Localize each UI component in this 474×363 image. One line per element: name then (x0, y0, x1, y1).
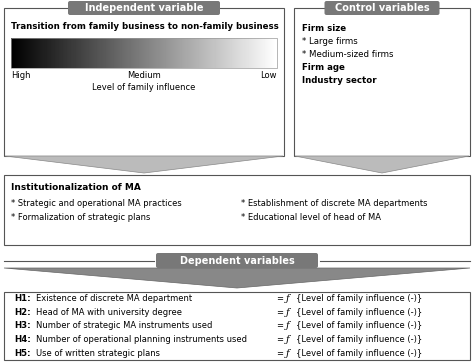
Text: H2:: H2: (14, 308, 31, 317)
Text: H1:: H1: (14, 294, 31, 303)
Text: =: = (276, 349, 283, 358)
Text: * Educational level of head of MA: * Educational level of head of MA (241, 213, 381, 222)
Text: Level of family influence: Level of family influence (92, 82, 196, 91)
Bar (4, 175, 470, 245)
FancyBboxPatch shape (325, 1, 439, 15)
Bar (4, 292, 470, 360)
Text: H3:: H3: (14, 322, 31, 330)
Text: * Medium-sized firms: * Medium-sized firms (302, 50, 393, 59)
Text: * Large firms: * Large firms (302, 37, 358, 46)
Text: {Level of family influence (-)}: {Level of family influence (-)} (296, 335, 422, 344)
Text: * Formalization of strategic plans: * Formalization of strategic plans (11, 213, 150, 222)
Text: Use of written strategic plans: Use of written strategic plans (36, 349, 160, 358)
Text: High: High (11, 70, 30, 79)
Bar (11, 38, 277, 68)
Text: Independent variable: Independent variable (85, 3, 203, 13)
Text: ƒ: ƒ (286, 349, 290, 358)
Text: ƒ: ƒ (286, 322, 290, 330)
Text: Institutionalization of MA: Institutionalization of MA (11, 183, 141, 192)
Text: ƒ: ƒ (286, 308, 290, 317)
Bar (4, 8, 284, 156)
Text: Firm size: Firm size (302, 24, 346, 33)
Text: {Level of family influence (-)}: {Level of family influence (-)} (296, 308, 422, 317)
Text: H4:: H4: (14, 335, 31, 344)
Text: Control variables: Control variables (335, 3, 429, 13)
Polygon shape (5, 156, 283, 173)
Text: Number of operational planning instruments used: Number of operational planning instrumen… (36, 335, 247, 344)
Text: Medium: Medium (127, 70, 161, 79)
Text: Head of MA with university degree: Head of MA with university degree (36, 308, 182, 317)
Text: =: = (276, 322, 283, 330)
Text: ƒ: ƒ (286, 294, 290, 303)
Text: =: = (276, 294, 283, 303)
Text: ƒ: ƒ (286, 335, 290, 344)
Text: H5:: H5: (14, 349, 30, 358)
FancyBboxPatch shape (156, 253, 318, 268)
Text: Dependent variables: Dependent variables (180, 256, 294, 265)
Text: Existence of discrete MA department: Existence of discrete MA department (36, 294, 192, 303)
Text: {Level of family influence (-)}: {Level of family influence (-)} (296, 294, 422, 303)
Text: =: = (276, 308, 283, 317)
Text: Number of strategic MA instruments used: Number of strategic MA instruments used (36, 322, 212, 330)
Text: Industry sector: Industry sector (302, 76, 377, 85)
Text: {Level of family influence (-)}: {Level of family influence (-)} (296, 349, 422, 358)
Text: Transition from family business to non-family business: Transition from family business to non-f… (11, 22, 279, 31)
Polygon shape (4, 268, 470, 288)
Text: {Level of family influence (-)}: {Level of family influence (-)} (296, 322, 422, 330)
Text: Low: Low (261, 70, 277, 79)
Text: =: = (276, 335, 283, 344)
FancyBboxPatch shape (68, 1, 220, 15)
Text: * Strategic and operational MA practices: * Strategic and operational MA practices (11, 199, 182, 208)
Bar (294, 8, 470, 156)
Polygon shape (295, 156, 469, 173)
Text: Firm age: Firm age (302, 63, 345, 72)
Text: * Establishment of discrete MA departments: * Establishment of discrete MA departmen… (241, 199, 428, 208)
